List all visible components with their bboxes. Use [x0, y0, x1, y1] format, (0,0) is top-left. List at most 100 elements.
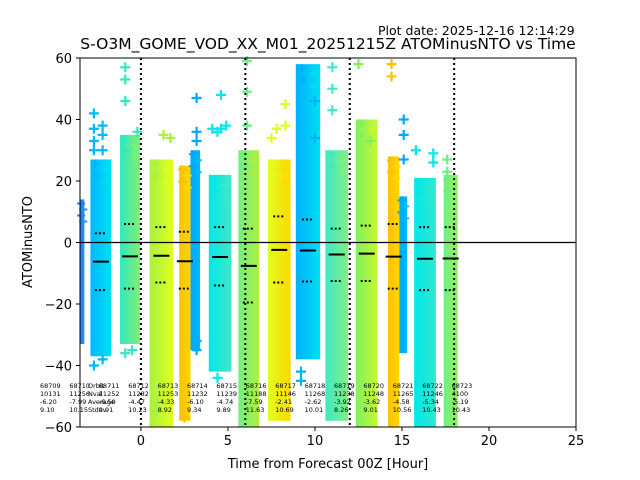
outlier-point [191, 345, 202, 356]
outlier-markers [77, 56, 459, 423]
data-point-marker [77, 199, 86, 208]
data-point-marker [188, 162, 197, 171]
data-point-marker [327, 150, 336, 159]
data-point-marker [269, 159, 278, 168]
outlier-point [88, 108, 99, 119]
x-tick-label: 20 [481, 434, 498, 449]
outlier-point [365, 136, 376, 147]
outlier-point [151, 397, 162, 408]
data-band [399, 196, 408, 354]
outlier-point [327, 105, 338, 116]
stat-nval: 11252 [99, 390, 120, 398]
x-axis-label: Time from Forecast 00Z [Hour] [227, 457, 429, 472]
y-tick-label: 40 [55, 114, 72, 129]
outlier-point [296, 366, 307, 377]
data-band [267, 159, 291, 421]
stat-row-label: Average [88, 398, 115, 406]
data-point-marker [386, 156, 395, 165]
data-point-marker [386, 168, 395, 177]
outlier-point [280, 99, 291, 110]
outlier-point [191, 92, 202, 103]
data-point-marker [210, 174, 219, 183]
stat-nval: 11188 [246, 390, 267, 398]
outlier-point [353, 59, 364, 70]
data-point-marker [297, 64, 306, 73]
stat-orbit: 68713 [158, 382, 179, 390]
outlier-point [97, 354, 108, 365]
stat-row-label: Stdev [88, 406, 107, 414]
outlier-point [127, 345, 138, 356]
data-point-marker [79, 205, 88, 214]
stat-orbit: 68720 [363, 382, 384, 390]
stat-average: -2.41 [275, 398, 292, 406]
outlier-point [271, 123, 282, 134]
stat-nval: 11282 [128, 390, 149, 398]
data-band [80, 199, 85, 344]
outlier-point [309, 132, 320, 143]
data-point-marker [188, 150, 197, 159]
outlier-point [158, 129, 169, 140]
y-axis-ticks: −60 −40 −20 0 20 40 60 [45, 52, 80, 436]
stat-nval: 11238 [334, 390, 355, 398]
outlier-point [212, 372, 223, 383]
x-tick-label: 5 [224, 434, 232, 449]
stat-orbit: 68719 [334, 382, 355, 390]
plot-date: Plot date: 2025-12-16 12:14:29 [378, 23, 575, 38]
stat-orbit: 68711 [99, 382, 120, 390]
outlier-point [88, 123, 99, 134]
data-point-marker [338, 156, 347, 165]
data-point-marker [151, 171, 160, 180]
y-tick-label: 20 [55, 175, 72, 190]
outlier-point [88, 360, 99, 371]
stat-stdev: 10.43 [422, 406, 441, 414]
stat-nval: 10131 [40, 390, 61, 398]
stat-orbit: 68712 [128, 382, 149, 390]
data-point-marker [221, 192, 230, 201]
data-point-marker [280, 177, 289, 186]
y-tick-label: −40 [45, 360, 72, 375]
y-tick-label: −60 [45, 421, 72, 436]
stat-average: -7.59 [246, 398, 263, 406]
data-point-marker [401, 202, 410, 211]
data-band [414, 177, 436, 427]
x-tick-label: 0 [137, 434, 145, 449]
stat-orbit: 68715 [216, 382, 237, 390]
outlier-point [386, 71, 397, 82]
stat-row-label: Nval [88, 390, 103, 398]
data-point-marker [415, 189, 424, 198]
outlier-point [132, 126, 143, 137]
data-point-marker [91, 171, 100, 180]
data-point-marker [121, 146, 130, 155]
data-point-marker [250, 156, 259, 165]
stat-average: -5.34 [422, 398, 439, 406]
data-point-marker [221, 180, 230, 189]
chart-title: S-O3M_GOME_VOD_XX_M01_20251215Z ATOMinus… [80, 35, 575, 54]
forecast-vlines [139, 58, 456, 427]
data-point-marker [415, 177, 424, 186]
outlier-point [120, 74, 131, 85]
stat-nval: 11253 [158, 390, 179, 398]
data-point-marker [327, 162, 336, 171]
stat-stdev: 8.92 [158, 406, 172, 414]
outlier-point [398, 114, 409, 125]
data-point-marker [121, 134, 130, 143]
stat-average: -7.99 [69, 398, 86, 406]
stat-nval: 11146 [275, 390, 296, 398]
stat-nval: 4100 [452, 390, 469, 398]
outlier-point [428, 157, 439, 168]
stat-orbit: 68722 [422, 382, 443, 390]
stat-stdev: 9.89 [216, 406, 230, 414]
data-point-marker [280, 165, 289, 174]
outlier-point [282, 397, 293, 408]
stat-stdev: 10.01 [305, 406, 324, 414]
x-tick-label: 15 [394, 434, 411, 449]
stat-nval: 11265 [393, 390, 414, 398]
outlier-point [428, 148, 439, 159]
data-point-marker [183, 171, 192, 180]
x-axis-ticks: 0 5 10 15 20 25 [137, 427, 584, 449]
stat-nval: 11239 [216, 390, 237, 398]
stat-stdev: 8.26 [334, 406, 348, 414]
stat-stdev: 9.91 [99, 406, 113, 414]
outlier-point [242, 120, 253, 131]
